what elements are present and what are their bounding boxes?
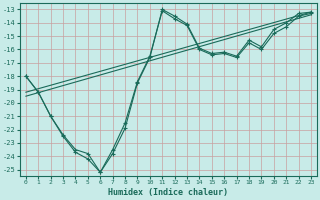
X-axis label: Humidex (Indice chaleur): Humidex (Indice chaleur) xyxy=(108,188,228,197)
